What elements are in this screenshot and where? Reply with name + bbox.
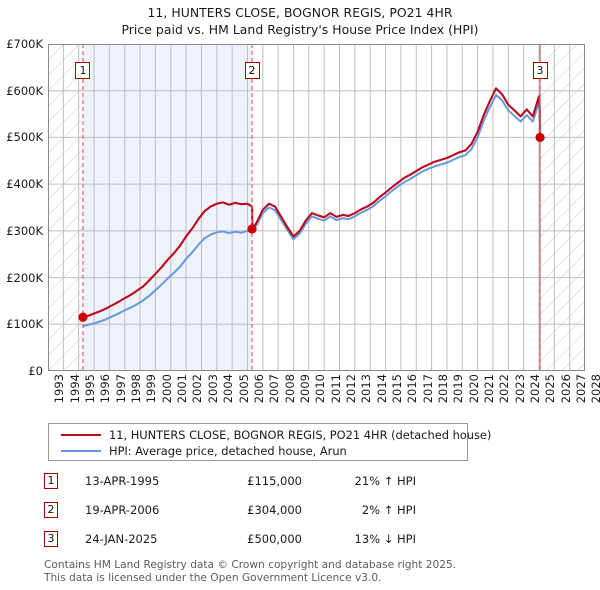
transaction-row[interactable]: 3 24-JAN-2025 £500,000 13% ↓ HPI: [44, 528, 474, 557]
x-axis-tick-label: 2002: [190, 374, 205, 404]
transaction-hpi-delta: 2% ↑ HPI: [361, 503, 416, 517]
transaction-hpi-delta: 21% ↑ HPI: [354, 474, 416, 488]
x-axis-tick-label: 2004: [221, 374, 236, 404]
transaction-hpi-delta: 13% ↓ HPI: [354, 532, 416, 546]
x-axis-tick-label: 1998: [129, 374, 144, 404]
property-price-line: [81, 87, 542, 319]
transaction-date: 13-APR-1995: [85, 474, 160, 488]
y-axis-tick-label: £600K: [6, 83, 43, 98]
transactions-table: 1 13-APR-1995 £115,000 21% ↑ HPI 2 19-APR-200…: [44, 470, 474, 557]
no-data-hatched-region: [540, 44, 585, 371]
x-axis-tick-label: 1996: [98, 374, 113, 404]
x-axis-tick-label: 2023: [512, 374, 527, 404]
x-axis-tick-label: 2010: [313, 374, 328, 404]
x-axis-tick-label: 2009: [297, 374, 312, 404]
price-history-line-chart: [48, 44, 585, 371]
page-title: 11, HUNTERS CLOSE, BOGNOR REGIS, PO21 4H…: [147, 5, 453, 20]
x-axis-tick-label: 1999: [144, 374, 159, 404]
y-axis-tick-label: £300K: [6, 223, 43, 238]
legend-color-swatch: [61, 434, 101, 436]
x-axis-tick-label: 2007: [267, 374, 282, 404]
no-data-hatched-region: [48, 44, 83, 371]
x-axis-tick-label: 2028: [589, 374, 600, 404]
x-axis-tick-label: 2016: [405, 374, 420, 404]
hpi-average-line: [81, 93, 542, 328]
x-axis-labels: 1993 1994 1995 1996 1997 1998 1999 2000 2001 2002…: [48, 374, 600, 414]
footer-line-2: This data is licensed under the Open Gov…: [44, 571, 382, 584]
x-axis-tick-label: 2012: [343, 374, 358, 404]
x-axis-tick-label: 2018: [435, 374, 450, 404]
transaction-index-badge: 1: [44, 473, 58, 489]
legend-label: HPI: Average price, detached house, Arun: [109, 444, 347, 458]
plot-border: [48, 44, 585, 371]
x-axis-tick-label: 2014: [374, 374, 389, 404]
price-paid-point[interactable]: [247, 224, 257, 234]
chart-title-block: 11, HUNTERS CLOSE, BOGNOR REGIS, PO21 4H…: [0, 4, 600, 38]
y-axis-tick-label: £100K: [6, 317, 43, 332]
footer-attribution: Contains HM Land Registry data © Crown c…: [44, 559, 584, 584]
x-axis-tick-label: 1994: [67, 374, 82, 404]
x-axis-tick-label: 2027: [574, 374, 589, 404]
transaction-price: £304,000: [247, 503, 302, 517]
y-axis-tick-label: £200K: [6, 270, 43, 285]
footer-line-1: Contains HM Land Registry data © Crown c…: [44, 559, 457, 571]
legend-item: HPI: Average price, detached house, Arun: [49, 443, 467, 459]
x-axis-tick-label: 2026: [558, 374, 573, 404]
x-axis-tick-label: 2022: [497, 374, 512, 404]
page-subtitle: Price paid vs. HM Land Registry's House …: [121, 22, 479, 37]
x-axis-tick-label: 2006: [251, 374, 266, 404]
y-axis-labels: £0 £100K £200K £300K £400K £500K £600K £700K: [0, 37, 46, 378]
y-axis-tick-label: £500K: [6, 130, 43, 145]
x-axis-tick-label: 1993: [52, 374, 67, 404]
y-axis-tick-label: £400K: [6, 177, 43, 192]
x-axis-tick-label: 2020: [466, 374, 481, 404]
y-axis-tick-label: £700K: [6, 37, 43, 51]
x-axis-tick-label: 2021: [482, 374, 496, 404]
x-axis-tick-label: 2005: [236, 374, 251, 404]
transaction-row[interactable]: 1 13-APR-1995 £115,000 21% ↑ HPI: [44, 470, 474, 499]
transaction-index-badge: 3: [44, 531, 58, 547]
legend-item: 11, HUNTERS CLOSE, BOGNOR REGIS, PO21 4H…: [49, 427, 491, 443]
legend-color-swatch: [61, 450, 101, 452]
x-axis-tick-label: 1995: [83, 374, 98, 404]
x-axis-tick-label: 2017: [420, 374, 435, 404]
transaction-price: £500,000: [247, 532, 302, 546]
x-axis-tick-label: 2025: [543, 374, 558, 404]
transaction-date: 19-APR-2006: [85, 503, 160, 517]
x-axis-tick-label: 2003: [205, 374, 220, 404]
x-axis-tick-label: 1997: [113, 374, 128, 404]
x-axis-tick-label: 2008: [282, 374, 297, 404]
y-axis-tick-label: £0: [28, 364, 43, 378]
chart-marker-flag[interactable]: 3: [532, 62, 548, 79]
transaction-date: 24-JAN-2025: [85, 532, 158, 546]
transaction-index-badge: 2: [44, 502, 58, 518]
x-axis-tick-label: 2015: [389, 374, 404, 404]
chart-marker-flag[interactable]: 1: [75, 62, 91, 79]
x-axis-tick-label: 2001: [175, 374, 190, 404]
price-paid-point[interactable]: [78, 312, 88, 322]
price-paid-point[interactable]: [535, 132, 545, 143]
x-axis-tick-label: 2013: [359, 374, 374, 404]
x-axis-tick-label: 2019: [451, 374, 466, 404]
plot-area: 1 2 3: [48, 44, 585, 371]
transaction-row[interactable]: 2 19-APR-2006 £304,000 2% ↑ HPI: [44, 499, 474, 528]
legend-label: 11, HUNTERS CLOSE, BOGNOR REGIS, PO21 4H…: [109, 428, 492, 442]
x-axis-tick-label: 2011: [328, 374, 343, 404]
x-axis-tick-label: 2000: [159, 374, 174, 404]
ownership-span-shading: [82, 44, 253, 371]
x-axis-tick-label: 2024: [528, 374, 543, 404]
chart-legend: 11, HUNTERS CLOSE, BOGNOR REGIS, PO21 4H…: [48, 423, 491, 461]
transaction-price: £115,000: [247, 474, 302, 488]
chart-marker-flag[interactable]: 2: [244, 62, 260, 79]
